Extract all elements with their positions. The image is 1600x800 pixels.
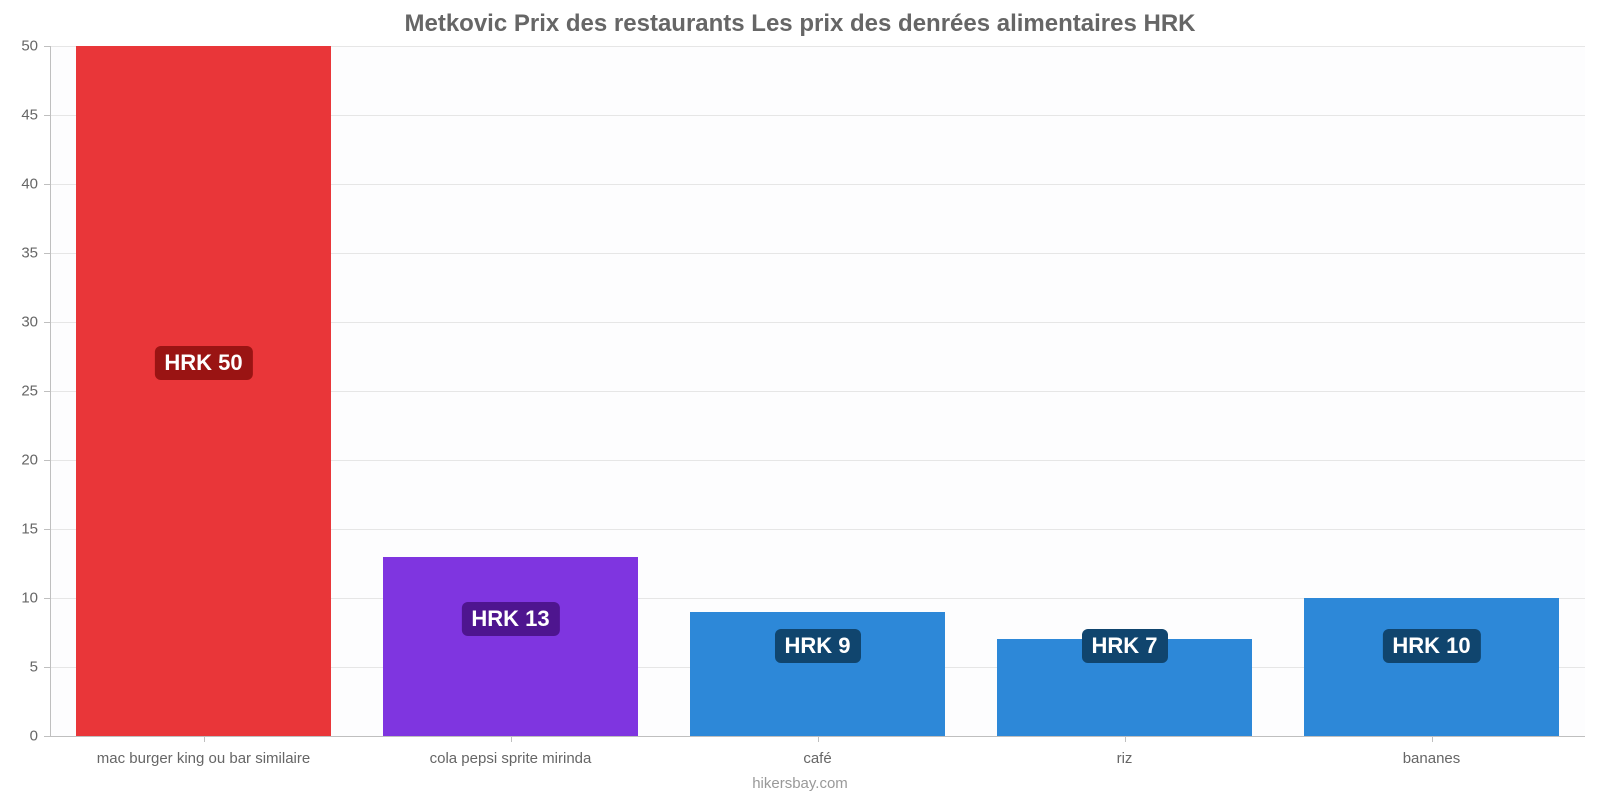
chart-title: Metkovic Prix des restaurants Les prix d… <box>0 10 1600 38</box>
y-tick-label: 10 <box>21 590 38 607</box>
x-tick-mark <box>204 736 205 742</box>
y-tick-label: 45 <box>21 107 38 124</box>
y-tick-label: 20 <box>21 452 38 469</box>
bar-value-label: HRK 13 <box>461 602 559 636</box>
y-tick-label: 15 <box>21 521 38 538</box>
y-tick-label: 25 <box>21 383 38 400</box>
x-tick-label: bananes <box>1403 750 1461 767</box>
y-tick-label: 50 <box>21 38 38 55</box>
x-tick-mark <box>1432 736 1433 742</box>
y-tick-label: 35 <box>21 245 38 262</box>
bar <box>383 557 638 736</box>
y-tick-label: 40 <box>21 176 38 193</box>
x-tick-mark <box>1125 736 1126 742</box>
x-tick-mark <box>511 736 512 742</box>
attribution: hikersbay.com <box>0 775 1600 792</box>
bar-chart: Metkovic Prix des restaurants Les prix d… <box>0 0 1600 800</box>
y-tick-label: 30 <box>21 314 38 331</box>
y-tick-label: 5 <box>30 659 38 676</box>
bar <box>1304 598 1559 736</box>
y-axis-line <box>50 46 51 736</box>
x-tick-label: cola pepsi sprite mirinda <box>430 750 592 767</box>
bar-value-label: HRK 10 <box>1382 629 1480 663</box>
bar-value-label: HRK 50 <box>154 346 252 380</box>
x-tick-label: mac burger king ou bar similaire <box>97 750 310 767</box>
x-tick-mark <box>818 736 819 742</box>
x-tick-label: riz <box>1117 750 1133 767</box>
bar-value-label: HRK 9 <box>774 629 860 663</box>
bar <box>76 46 331 736</box>
x-tick-label: café <box>803 750 831 767</box>
bar-value-label: HRK 7 <box>1081 629 1167 663</box>
y-tick-label: 0 <box>30 728 38 745</box>
plot-area: 05101520253035404550HRK 50mac burger kin… <box>50 46 1585 736</box>
